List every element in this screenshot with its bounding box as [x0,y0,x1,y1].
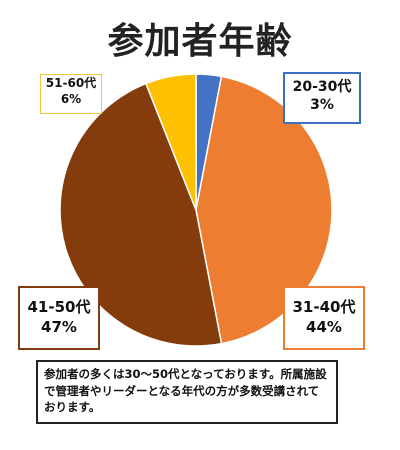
data-label-category: 20-30代 [292,79,352,95]
data-label-percent: 6% [60,91,82,106]
data-label-31-40: 31-40代 44% [283,286,365,350]
data-label-category: 51-60代 [45,76,97,90]
chart-title: 参加者年齢 [107,21,293,62]
pie-slices [59,73,333,347]
data-label-20-30: 20-30代 3% [283,72,361,124]
data-label-category: 31-40代 [292,298,356,316]
data-label-percent: 44% [306,317,342,336]
data-label-51-60: 51-60代 6% [40,74,102,114]
data-label-41-50: 41-50代 47% [18,286,100,350]
pie-slice-51-60代 [144,73,197,211]
data-label-percent: 3% [310,97,334,114]
summary-note: 参加者の多くは30～50代となっております。所属施設で管理者やリーダーとなる年代… [36,360,338,424]
pie-slice-31-40代 [195,75,333,345]
data-label-category: 41-50代 [27,298,91,316]
data-label-percent: 47% [41,317,77,336]
